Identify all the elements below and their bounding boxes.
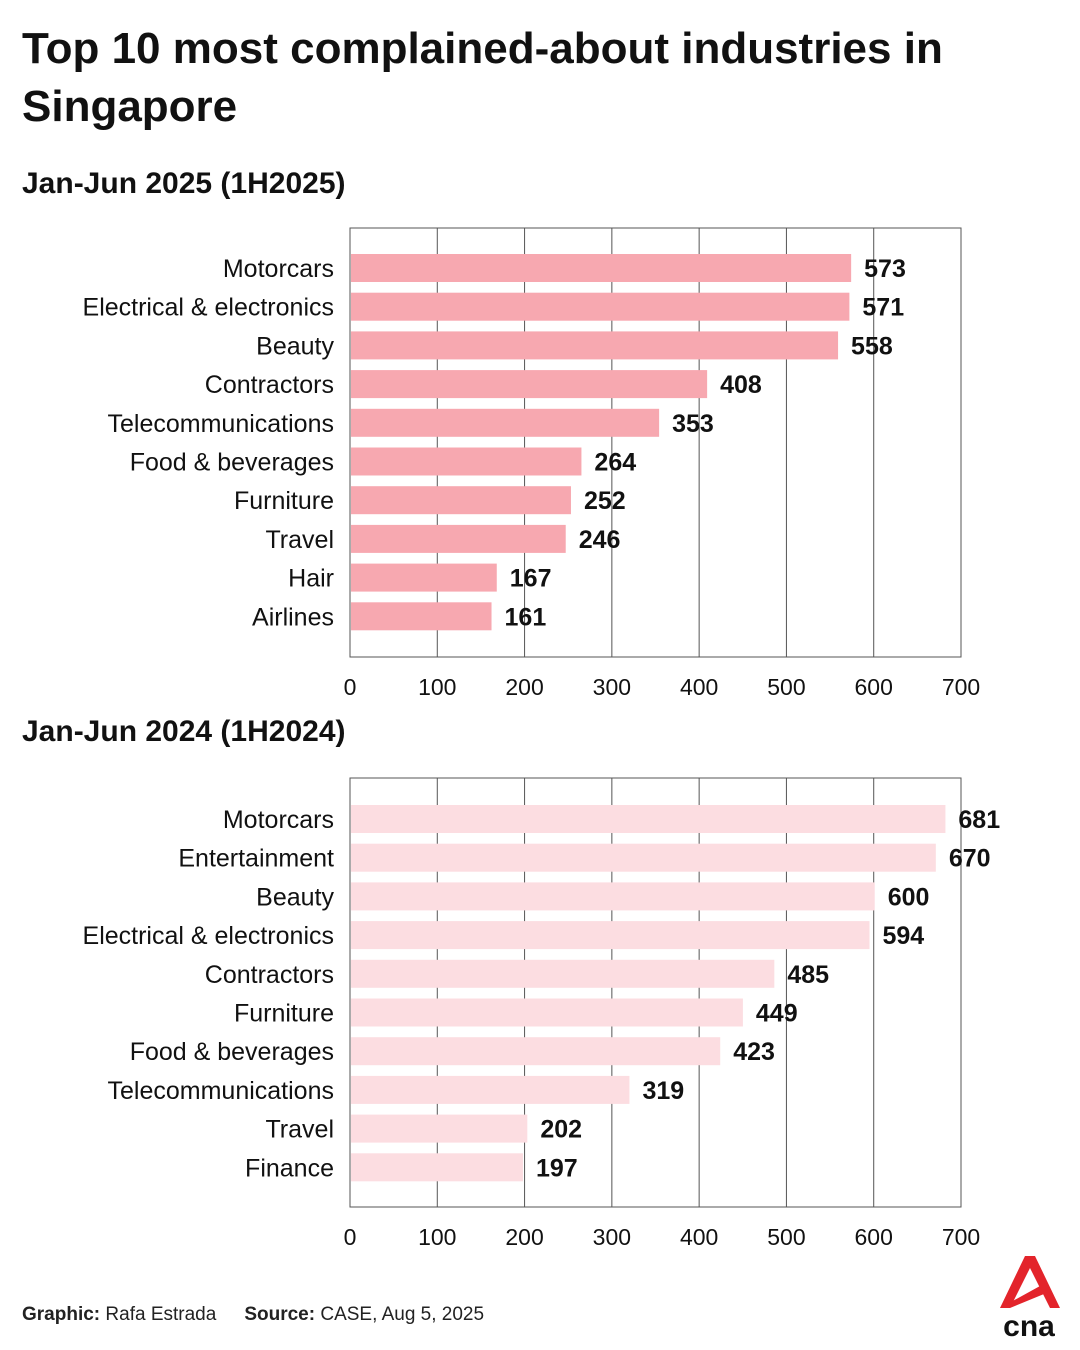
chart-2025-value-label: 252 xyxy=(584,487,626,515)
chart-2024-bar xyxy=(351,882,875,911)
chart-2024-bar xyxy=(351,843,936,872)
graphic-credit: Graphic: Rafa Estrada xyxy=(22,1304,216,1326)
chart-2024-bar xyxy=(351,1114,528,1143)
chart-2024-x-tick-label: 300 xyxy=(593,1224,631,1250)
chart-2025-x-tick-label: 0 xyxy=(344,674,357,700)
chart-2024-category-label: Motorcars xyxy=(223,806,334,834)
chart-2025-x-tick-label: 400 xyxy=(680,674,718,700)
chart-2024-x-tick-label: 200 xyxy=(505,1224,543,1250)
footer: Graphic: Rafa Estrada Source: CASE, Aug … xyxy=(22,1304,484,1326)
chart-2024: 0 100 200 300 400 500 600 700 Motorcars 681 Entert… xyxy=(83,777,1000,1250)
chart-2024-value-label: 600 xyxy=(888,883,930,911)
chart-2025-value-label: 558 xyxy=(851,332,893,360)
chart-2024-x-tick-label: 100 xyxy=(418,1224,456,1250)
chart-2025-x-tick-label: 100 xyxy=(418,674,456,700)
chart-2025-x-tick-label: 500 xyxy=(767,674,805,700)
chart-2024-category-label: Travel xyxy=(265,1116,334,1144)
source-credit-label: Source: xyxy=(244,1304,316,1325)
chart-2024-value-label: 197 xyxy=(536,1154,578,1182)
chart-2024-plot-frame xyxy=(349,777,962,1208)
cna-logo-slash-icon xyxy=(1000,1286,1044,1308)
chart-2024-value-label: 485 xyxy=(787,961,829,989)
chart-2024-x-tick-label: 700 xyxy=(942,1224,980,1250)
chart-2024-category-label: Contractors xyxy=(205,961,334,989)
chart-2025-x-tick-label: 300 xyxy=(593,674,631,700)
chart-2024-bar xyxy=(351,805,946,833)
chart-2025-bar xyxy=(351,524,566,553)
chart-2024-x-tick-label: 400 xyxy=(680,1224,718,1250)
chart-2024-bar xyxy=(351,1037,721,1066)
cna-logo-mark-icon xyxy=(1000,1256,1060,1308)
chart-2025: 0 100 200 300 400 500 600 700 Motorcars 573 Electr… xyxy=(83,227,980,700)
chart-2024-value-label: 594 xyxy=(882,922,924,950)
chart-2025-value-label: 573 xyxy=(864,255,906,283)
graphic-credit-value: Rafa Estrada xyxy=(105,1304,217,1325)
chart-2025-value-label: 264 xyxy=(594,449,636,477)
chart-2024-bar xyxy=(351,921,870,950)
chart-2024-title: Jan-Jun 2024 (1H2024) xyxy=(22,715,346,748)
graphic-credit-label: Graphic: xyxy=(22,1304,101,1325)
chart-2024-value-label: 423 xyxy=(733,1038,775,1066)
chart-2024-value-label: 681 xyxy=(958,806,1000,834)
chart-2025-value-label: 408 xyxy=(720,371,762,399)
chart-2025-category-label: Furniture xyxy=(234,487,334,515)
chart-2024-bar xyxy=(351,998,743,1027)
chart-2024-category-label: Furniture xyxy=(234,1000,334,1028)
chart-2024-category-label: Electrical & electronics xyxy=(83,922,334,950)
chart-2024-bar xyxy=(351,1153,523,1182)
chart-2025-title: Jan-Jun 2025 (1H2025) xyxy=(22,167,346,200)
chart-2025-x-tick-label: 700 xyxy=(942,674,980,700)
chart-2024-value-label: 202 xyxy=(540,1116,582,1144)
chart-2024-category-label: Beauty xyxy=(256,883,334,911)
chart-2025-bar xyxy=(351,447,582,476)
chart-2024-x-tick-label: 600 xyxy=(855,1224,893,1250)
chart-2025-bar xyxy=(351,408,660,437)
chart-2024-x-tick-label: 0 xyxy=(344,1224,357,1250)
chart-2024-bar xyxy=(351,959,775,988)
chart-2025-category-label: Contractors xyxy=(205,371,334,399)
source-credit-value: CASE, Aug 5, 2025 xyxy=(320,1304,485,1325)
chart-2025-category-label: Motorcars xyxy=(223,255,334,283)
chart-2025-category-label: Airlines xyxy=(252,603,334,631)
chart-2024-category-label: Food & beverages xyxy=(130,1038,334,1066)
chart-2025-value-label: 571 xyxy=(862,294,904,322)
chart-2025-category-label: Travel xyxy=(265,526,334,554)
chart-2025-bar xyxy=(351,602,492,631)
chart-2024-bar xyxy=(351,1075,630,1104)
chart-2024-value-label: 449 xyxy=(756,1000,798,1028)
chart-2024-x-tick-label: 500 xyxy=(767,1224,805,1250)
chart-2025-value-label: 167 xyxy=(510,565,552,593)
chart-2025-value-label: 353 xyxy=(672,410,714,438)
chart-2025-bar xyxy=(351,292,850,321)
chart-2025-bar xyxy=(351,370,708,399)
chart-2024-value-label: 319 xyxy=(642,1077,684,1105)
chart-2025-bar xyxy=(351,563,497,592)
cna-logo: cna xyxy=(1000,1256,1060,1340)
chart-2025-category-label: Beauty xyxy=(256,332,334,360)
chart-2025-category-label: Food & beverages xyxy=(130,449,334,477)
chart-2025-category-label: Hair xyxy=(288,565,334,593)
chart-2025-bar xyxy=(351,331,839,360)
chart-2025-value-label: 246 xyxy=(579,526,621,554)
chart-2025-value-label: 161 xyxy=(505,603,547,631)
source-credit: Source: CASE, Aug 5, 2025 xyxy=(244,1304,484,1326)
chart-2024-category-label: Telecommunications xyxy=(108,1077,335,1105)
chart-2025-plot-frame xyxy=(349,227,962,658)
chart-2024-category-label: Finance xyxy=(245,1154,334,1182)
chart-2025-x-tick-label: 600 xyxy=(855,674,893,700)
chart-2025-category-label: Telecommunications xyxy=(108,410,335,438)
chart-2024-value-label: 670 xyxy=(949,845,991,873)
page-title: Top 10 most complained-about industries … xyxy=(22,24,943,131)
chart-2025-x-tick-label: 200 xyxy=(505,674,543,700)
chart-2025-bar xyxy=(351,254,852,282)
chart-2024-category-label: Entertainment xyxy=(178,845,334,873)
chart-2025-category-label: Electrical & electronics xyxy=(83,294,334,322)
chart-2025-bar xyxy=(351,486,571,515)
cna-logo-text: cna xyxy=(1003,1310,1055,1340)
